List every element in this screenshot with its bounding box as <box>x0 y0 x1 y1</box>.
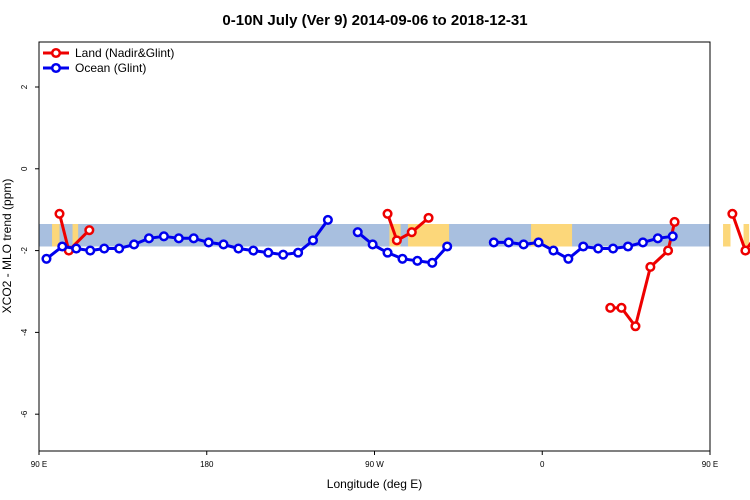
data-point <box>278 249 289 260</box>
legend-marker <box>50 62 62 74</box>
legend-label: Land (Nadir&Glint) <box>75 46 174 60</box>
series-line <box>386 213 430 242</box>
land-span <box>723 224 731 247</box>
data-point <box>218 239 229 250</box>
data-point <box>54 208 65 219</box>
data-point <box>533 237 544 248</box>
data-point <box>503 237 514 248</box>
data-point <box>406 227 417 238</box>
data-point <box>645 261 656 273</box>
data-point <box>548 245 559 256</box>
data-point <box>669 216 680 228</box>
data-point <box>173 233 184 244</box>
y-axis-label: XCO2 - MLO trend (ppm) <box>0 179 14 314</box>
data-point <box>652 233 663 244</box>
data-point <box>622 241 634 252</box>
data-point <box>427 257 438 268</box>
data-point <box>608 243 619 254</box>
data-point <box>412 255 423 266</box>
data-point <box>352 227 363 238</box>
data-point <box>41 253 52 264</box>
legend: Land (Nadir&Glint)Ocean (Glint) <box>43 46 174 75</box>
data-point <box>667 231 678 242</box>
data-point <box>630 321 641 332</box>
data-point <box>188 233 199 244</box>
land-span <box>72 224 79 247</box>
y-tick-label: -2 <box>20 246 29 254</box>
legend-item: Ocean (Glint) <box>43 61 146 75</box>
data-point <box>616 302 627 313</box>
y-tick-label: -6 <box>20 410 29 418</box>
x-axis-label: Longitude (deg E) <box>327 477 422 491</box>
data-point <box>382 208 393 219</box>
data-point <box>727 208 738 219</box>
land-span <box>408 224 450 247</box>
data-point <box>307 235 319 246</box>
land-span <box>52 224 60 247</box>
data-point <box>663 245 674 256</box>
data-point <box>637 237 648 248</box>
data-point <box>518 239 529 250</box>
data-point <box>391 235 402 246</box>
legend-item: Land (Nadir&Glint) <box>43 46 174 60</box>
data-point <box>99 243 110 254</box>
y-tick-label: 0 <box>20 166 29 171</box>
data-point <box>57 241 68 252</box>
data-point <box>382 247 393 258</box>
data-point <box>84 225 95 236</box>
data-point <box>442 241 453 252</box>
data-point <box>129 239 140 250</box>
data-point <box>71 243 82 254</box>
x-axis: 90 E 180 90 W 0 90 E <box>31 451 718 469</box>
data-point <box>248 245 259 256</box>
data-point <box>203 237 214 248</box>
x-tick-label: 90 E <box>31 460 47 469</box>
data-point <box>367 239 378 250</box>
data-point <box>85 245 96 256</box>
data-point <box>488 237 499 248</box>
data-point <box>578 241 589 252</box>
data-point <box>322 214 333 225</box>
data-point <box>423 212 434 223</box>
data-point <box>233 243 244 254</box>
chart-title: 0-10N July (Ver 9) 2014-09-06 to 2018-12… <box>222 12 527 29</box>
data-point <box>263 247 274 258</box>
y-tick-label: -4 <box>20 328 29 336</box>
data-point <box>593 243 604 254</box>
x-tick-label: 90 E <box>702 460 718 469</box>
data-point <box>605 302 616 313</box>
y-axis: 2 0 -2 -4 -6 <box>20 84 39 418</box>
data-point <box>563 253 574 264</box>
data-point <box>293 247 304 258</box>
y-tick-label: 2 <box>20 84 29 89</box>
x-tick-label: 90 W <box>365 460 384 469</box>
data-point <box>143 233 155 244</box>
series-ocean <box>41 214 678 268</box>
data-point <box>397 253 408 264</box>
data-point <box>158 231 169 242</box>
land-span <box>743 224 750 247</box>
data-point <box>114 243 125 254</box>
x-tick-label: 180 <box>200 460 214 469</box>
series-layer <box>41 208 750 332</box>
legend-marker <box>50 47 62 59</box>
data-point <box>740 245 750 256</box>
legend-label: Ocean (Glint) <box>75 61 146 75</box>
x-tick-label: 0 <box>540 460 545 469</box>
